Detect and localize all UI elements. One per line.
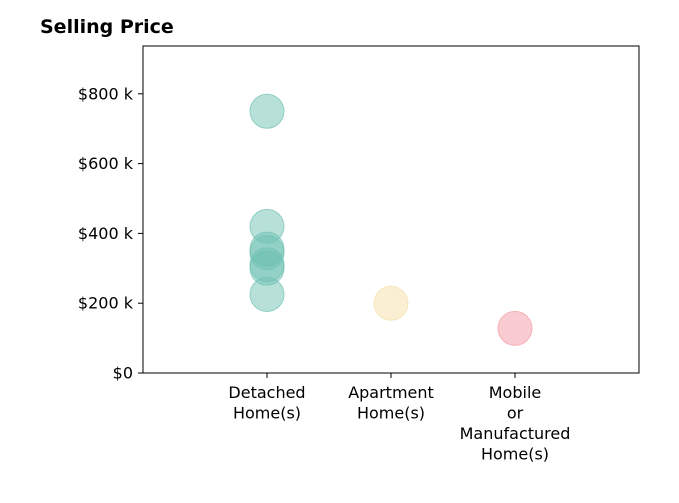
y-tick-label-4: $800 k (78, 84, 134, 103)
y-tick-label-1: $200 k (78, 294, 134, 313)
y-tick-label-0: $0 (113, 364, 133, 383)
x-tick-label-2: Mobile or Manufactured Home(s) (460, 383, 571, 464)
y-tick-label-2: $400 k (78, 224, 134, 243)
x-tick-label-1: Apartment Home(s) (348, 383, 434, 423)
data-point-2-0 (497, 310, 533, 346)
chart-title: Selling Price (40, 16, 174, 38)
plot-frame (142, 45, 640, 374)
x-tick-label-0: Detached Home(s) (228, 383, 305, 423)
data-points (249, 93, 533, 346)
data-point-0-6 (249, 276, 285, 312)
x-axis: Detached Home(s) Apartment Home(s) Mobile or M… (228, 373, 570, 464)
y-tick-label-3: $600 k (78, 154, 134, 173)
data-point-1-0 (373, 285, 409, 321)
y-axis: $0 $200 k $400 k $600 k $800 k (78, 84, 143, 383)
data-point-0-0 (249, 93, 285, 129)
